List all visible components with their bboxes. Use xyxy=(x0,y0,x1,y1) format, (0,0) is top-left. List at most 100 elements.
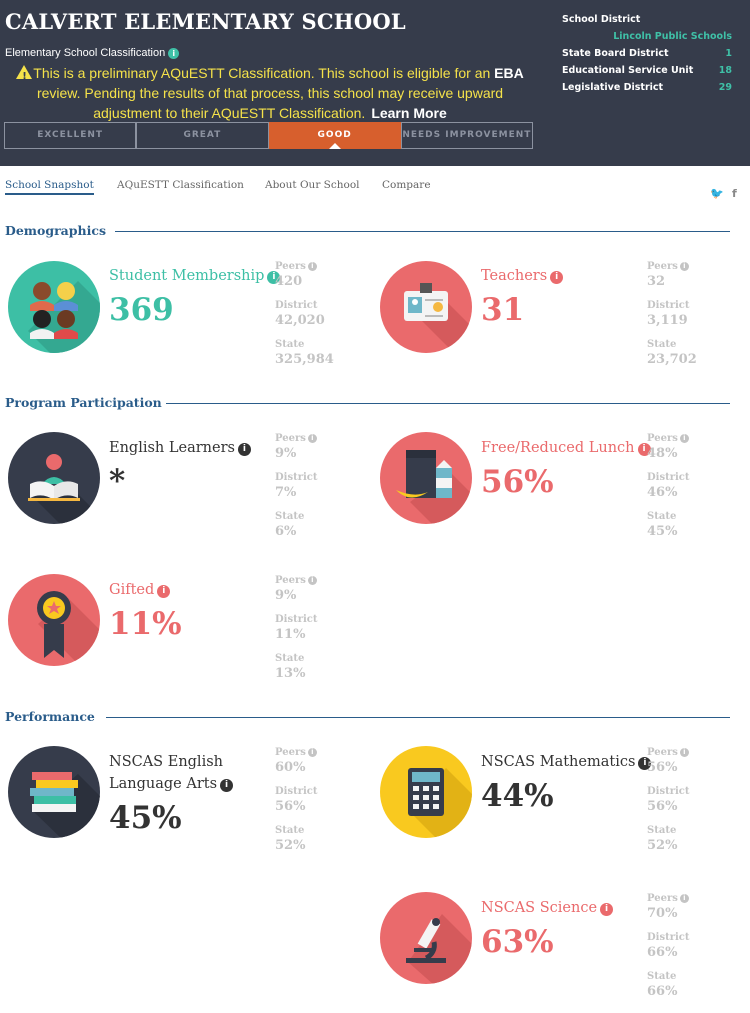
district-value: 66% xyxy=(647,945,678,960)
state-value: 13% xyxy=(275,666,306,681)
calculator-icon xyxy=(380,746,472,838)
facebook-icon[interactable]: f xyxy=(732,187,737,200)
info-icon[interactable]: i xyxy=(679,748,689,757)
state-label: State xyxy=(647,825,677,836)
warning-icon xyxy=(16,65,33,87)
book-stack-icon xyxy=(8,746,100,838)
esu-label: Educational Service Unit xyxy=(562,65,694,76)
nav-school-snapshot[interactable]: School Snapshot xyxy=(5,179,94,195)
info-icon[interactable]: i xyxy=(237,443,251,456)
peers-value: 48% xyxy=(647,446,678,461)
peers-label-text: Peers xyxy=(647,261,678,272)
gifted-text: Gifted xyxy=(109,582,155,598)
info-icon[interactable]: i xyxy=(168,47,180,59)
lunch-bag-icon xyxy=(380,432,472,524)
nav-aquestt-classification[interactable]: AQuESTT Classification xyxy=(117,179,244,191)
info-icon[interactable]: i xyxy=(307,262,317,271)
peers-label-text: Peers xyxy=(275,747,306,758)
peers-label-text: Peers xyxy=(275,575,306,586)
peers-label-text: Peers xyxy=(647,433,678,444)
teachers-stats: Peers i 32 District 3,119 State 23,702 xyxy=(647,260,727,377)
section-performance: Performance xyxy=(5,709,95,724)
peers-label: Peers i xyxy=(275,746,355,759)
info-icon[interactable]: i xyxy=(550,271,564,284)
district-label: District xyxy=(647,786,690,797)
section-divider xyxy=(115,231,730,232)
gifted-value: 11% xyxy=(109,606,182,642)
state-label: State xyxy=(275,511,305,522)
info-icon[interactable]: i xyxy=(638,757,652,770)
district-value: 46% xyxy=(647,485,678,500)
school-district-label: School District xyxy=(562,14,641,25)
district-label: District xyxy=(275,614,318,625)
nscas-math-text: NSCAS Mathematics xyxy=(481,754,636,770)
learn-more-link[interactable]: Learn More xyxy=(371,105,447,121)
info-icon[interactable]: i xyxy=(600,903,614,916)
school-title: CALVERT ELEMENTARY SCHOOL xyxy=(5,9,406,34)
tab-good[interactable]: GOOD xyxy=(268,122,401,149)
nscas-ela-text-2: Language Arts xyxy=(109,776,218,792)
lunch-stats: Peers i 48% District 46% State 45% xyxy=(647,432,727,549)
info-icon[interactable]: i xyxy=(679,894,689,903)
peers-label: Peers i xyxy=(647,260,727,273)
notice-eba: EBA xyxy=(494,65,524,81)
math-stats: Peers i 56% District 56% State 52% xyxy=(647,746,727,863)
state-label: State xyxy=(647,511,677,522)
district-label: District xyxy=(647,472,690,483)
page-nav: School Snapshot AQuESTT Classification A… xyxy=(0,167,750,200)
science-stats: Peers i 70% District 66% State 66% xyxy=(647,892,727,1009)
peers-label: Peers i xyxy=(647,746,727,759)
nav-about-our-school[interactable]: About Our School xyxy=(265,179,360,191)
microscope-icon xyxy=(380,892,472,984)
info-icon[interactable]: i xyxy=(679,434,689,443)
info-icon[interactable]: i xyxy=(307,576,317,585)
legislative-label: Legislative District xyxy=(562,82,664,93)
info-icon[interactable]: i xyxy=(307,748,317,757)
teachers-value: 31 xyxy=(481,292,525,328)
teachers-text: Teachers xyxy=(481,268,548,284)
peers-value: 70% xyxy=(647,906,678,921)
peers-value: 60% xyxy=(275,760,306,775)
district-label: District xyxy=(647,932,690,943)
state-value: 23,702 xyxy=(647,352,697,367)
notice-text-2: review. Pending the results of that proc… xyxy=(36,85,504,121)
tab-needs-improvement[interactable]: NEEDS IMPROVEMENT xyxy=(400,122,533,149)
peers-value: 9% xyxy=(275,588,297,603)
twitter-icon[interactable]: 🐦 xyxy=(710,187,724,200)
student-membership-value: 369 xyxy=(109,292,174,328)
info-icon[interactable]: i xyxy=(220,779,234,792)
peers-label: Peers i xyxy=(647,432,727,445)
section-program-participation: Program Participation xyxy=(5,395,162,410)
info-icon[interactable]: i xyxy=(157,585,171,598)
teacher-badge-icon xyxy=(380,261,472,353)
state-label: State xyxy=(647,971,677,982)
classification-label: Elementary School Classification i xyxy=(5,47,180,59)
school-district-link[interactable]: Lincoln Public Schools xyxy=(613,31,732,42)
peers-label: Peers i xyxy=(647,892,727,905)
peers-label: Peers i xyxy=(275,432,355,445)
nscas-ela-text-1: NSCAS English xyxy=(109,754,223,770)
nav-compare[interactable]: Compare xyxy=(382,179,431,191)
state-label: State xyxy=(275,339,305,350)
tab-great[interactable]: GREAT xyxy=(136,122,269,149)
classification-tabs: EXCELLENT GREAT GOOD NEEDS IMPROVEMENT xyxy=(4,122,533,149)
state-board-label: State Board District xyxy=(562,48,669,59)
nscas-math-value: 44% xyxy=(481,778,554,814)
tab-excellent[interactable]: EXCELLENT xyxy=(4,122,137,149)
info-icon[interactable]: i xyxy=(637,443,651,456)
state-board-value: 1 xyxy=(725,48,732,59)
district-label: District xyxy=(275,786,318,797)
free-reduced-lunch-value: 56% xyxy=(481,464,554,500)
district-label: District xyxy=(275,472,318,483)
free-reduced-lunch-label: Free/Reduced Lunch i xyxy=(481,437,651,459)
info-icon[interactable]: i xyxy=(307,434,317,443)
nscas-ela-value: 45% xyxy=(109,800,182,836)
reader-book-icon xyxy=(8,432,100,524)
state-label: State xyxy=(275,653,305,664)
info-icon[interactable]: i xyxy=(267,271,281,284)
peers-value: 56% xyxy=(647,760,678,775)
state-value: 325,984 xyxy=(275,352,334,367)
peers-value: 420 xyxy=(275,274,303,289)
info-icon[interactable]: i xyxy=(679,262,689,271)
classification-label-text: Elementary School Classification xyxy=(5,47,166,59)
